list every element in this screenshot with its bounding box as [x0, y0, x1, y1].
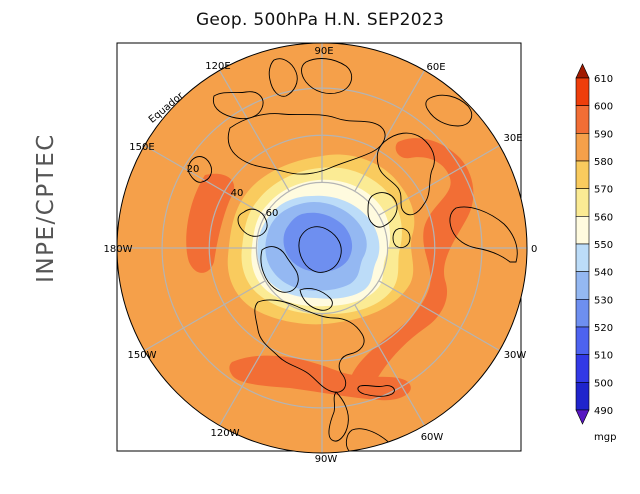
lon-label-150e: 150E	[129, 142, 154, 153]
colorbar-swatch	[575, 105, 590, 134]
coast-africa	[449, 206, 518, 263]
colorbar-swatch	[575, 243, 590, 272]
coast-central-america	[328, 391, 349, 442]
coast-greenland	[298, 226, 342, 273]
meridian-line	[218, 70, 290, 192]
lon-label-90e: 90E	[314, 46, 333, 57]
meridian-line	[144, 144, 266, 216]
lon-label-60w: 60W	[421, 432, 444, 443]
colorbar-level-label: 560	[594, 212, 613, 223]
coast-europe	[376, 132, 435, 216]
colorbar-level-label: 520	[594, 323, 613, 334]
coast-mediterranean	[425, 94, 472, 127]
lat-label-60: 60	[266, 208, 279, 219]
colorbar-level-label: 570	[594, 185, 613, 196]
colorbar-swatch	[575, 271, 590, 300]
lon-label-150w: 150W	[128, 350, 157, 361]
lon-label-60e: 60E	[426, 62, 445, 73]
colorbar-max-triangle	[575, 63, 590, 79]
lon-label-120e: 120E	[205, 61, 230, 72]
colorbar-level-label: 610	[594, 74, 613, 85]
meridian-line	[218, 304, 290, 426]
colorbar-level-label: 490	[594, 406, 613, 417]
lon-label-90w: 90W	[315, 454, 338, 465]
coast-caribbean	[357, 384, 395, 397]
band-520	[283, 212, 353, 272]
coast-middle-east	[301, 58, 353, 94]
coast-uk	[392, 227, 411, 249]
geopotential-field	[117, 43, 527, 453]
coastlines	[187, 58, 518, 453]
meridian-line	[378, 144, 500, 216]
lon-label-30e: 30E	[503, 133, 522, 144]
colorbar-level-label: 510	[594, 351, 613, 362]
lon-label-180w: 180W	[104, 244, 133, 255]
colorbar-swatch	[575, 160, 590, 189]
coast-east-asia	[212, 91, 264, 120]
colorbar-level-label: 600	[594, 102, 613, 113]
coast-scandinavia	[367, 192, 398, 228]
colorbar-level-label: 540	[594, 268, 613, 279]
longitude-labels: 90E 60E 30E 0 30W 60W 90W 120W 150W 180W…	[104, 46, 538, 465]
colorbar-level-label: 500	[594, 378, 613, 389]
lon-label-30w: 30W	[504, 350, 527, 361]
coast-canada-arctic	[260, 246, 333, 311]
colorbar: 610 600 590 580 570 560 550 540 530 520 510 500 490 m…	[575, 63, 616, 443]
meridian-line	[354, 304, 426, 426]
map-title: Geop. 500hPa H.N. SEP2023	[195, 10, 445, 30]
colorbar-swatch	[575, 382, 590, 411]
graticule	[117, 43, 527, 453]
coast-north-america	[254, 299, 365, 393]
lon-label-120w: 120W	[211, 428, 240, 439]
colorbar-level-label: 590	[594, 129, 613, 140]
colorbar-min-triangle	[575, 409, 590, 425]
meridian-line	[354, 70, 426, 192]
coast-asia-north	[227, 113, 386, 175]
colorbar-swatch	[575, 133, 590, 162]
lat-label-40: 40	[231, 188, 244, 199]
colorbar-swatch	[575, 299, 590, 328]
colorbar-level-label: 530	[594, 295, 613, 306]
coast-japan	[187, 156, 213, 183]
colorbar-swatch	[575, 77, 590, 106]
meridian-line	[378, 280, 500, 352]
meridian-line	[144, 280, 266, 352]
colorbar-swatch	[575, 326, 590, 355]
colorbar-level-label: 580	[594, 157, 613, 168]
coast-alaska	[237, 208, 268, 237]
patch-590-atlantic	[229, 355, 411, 401]
colorbar-swatch	[575, 216, 590, 245]
lon-label-0: 0	[531, 244, 537, 255]
lat-label-20: 20	[187, 164, 200, 175]
colorbar-level-label: 550	[594, 240, 613, 251]
patch-590-europe	[349, 138, 474, 393]
colorbar-swatch	[575, 354, 590, 383]
colorbar-swatch	[575, 188, 590, 217]
map-disk-border	[116, 42, 528, 454]
coast-india	[268, 58, 298, 97]
colorbar-unit-label: mgp	[594, 432, 616, 443]
